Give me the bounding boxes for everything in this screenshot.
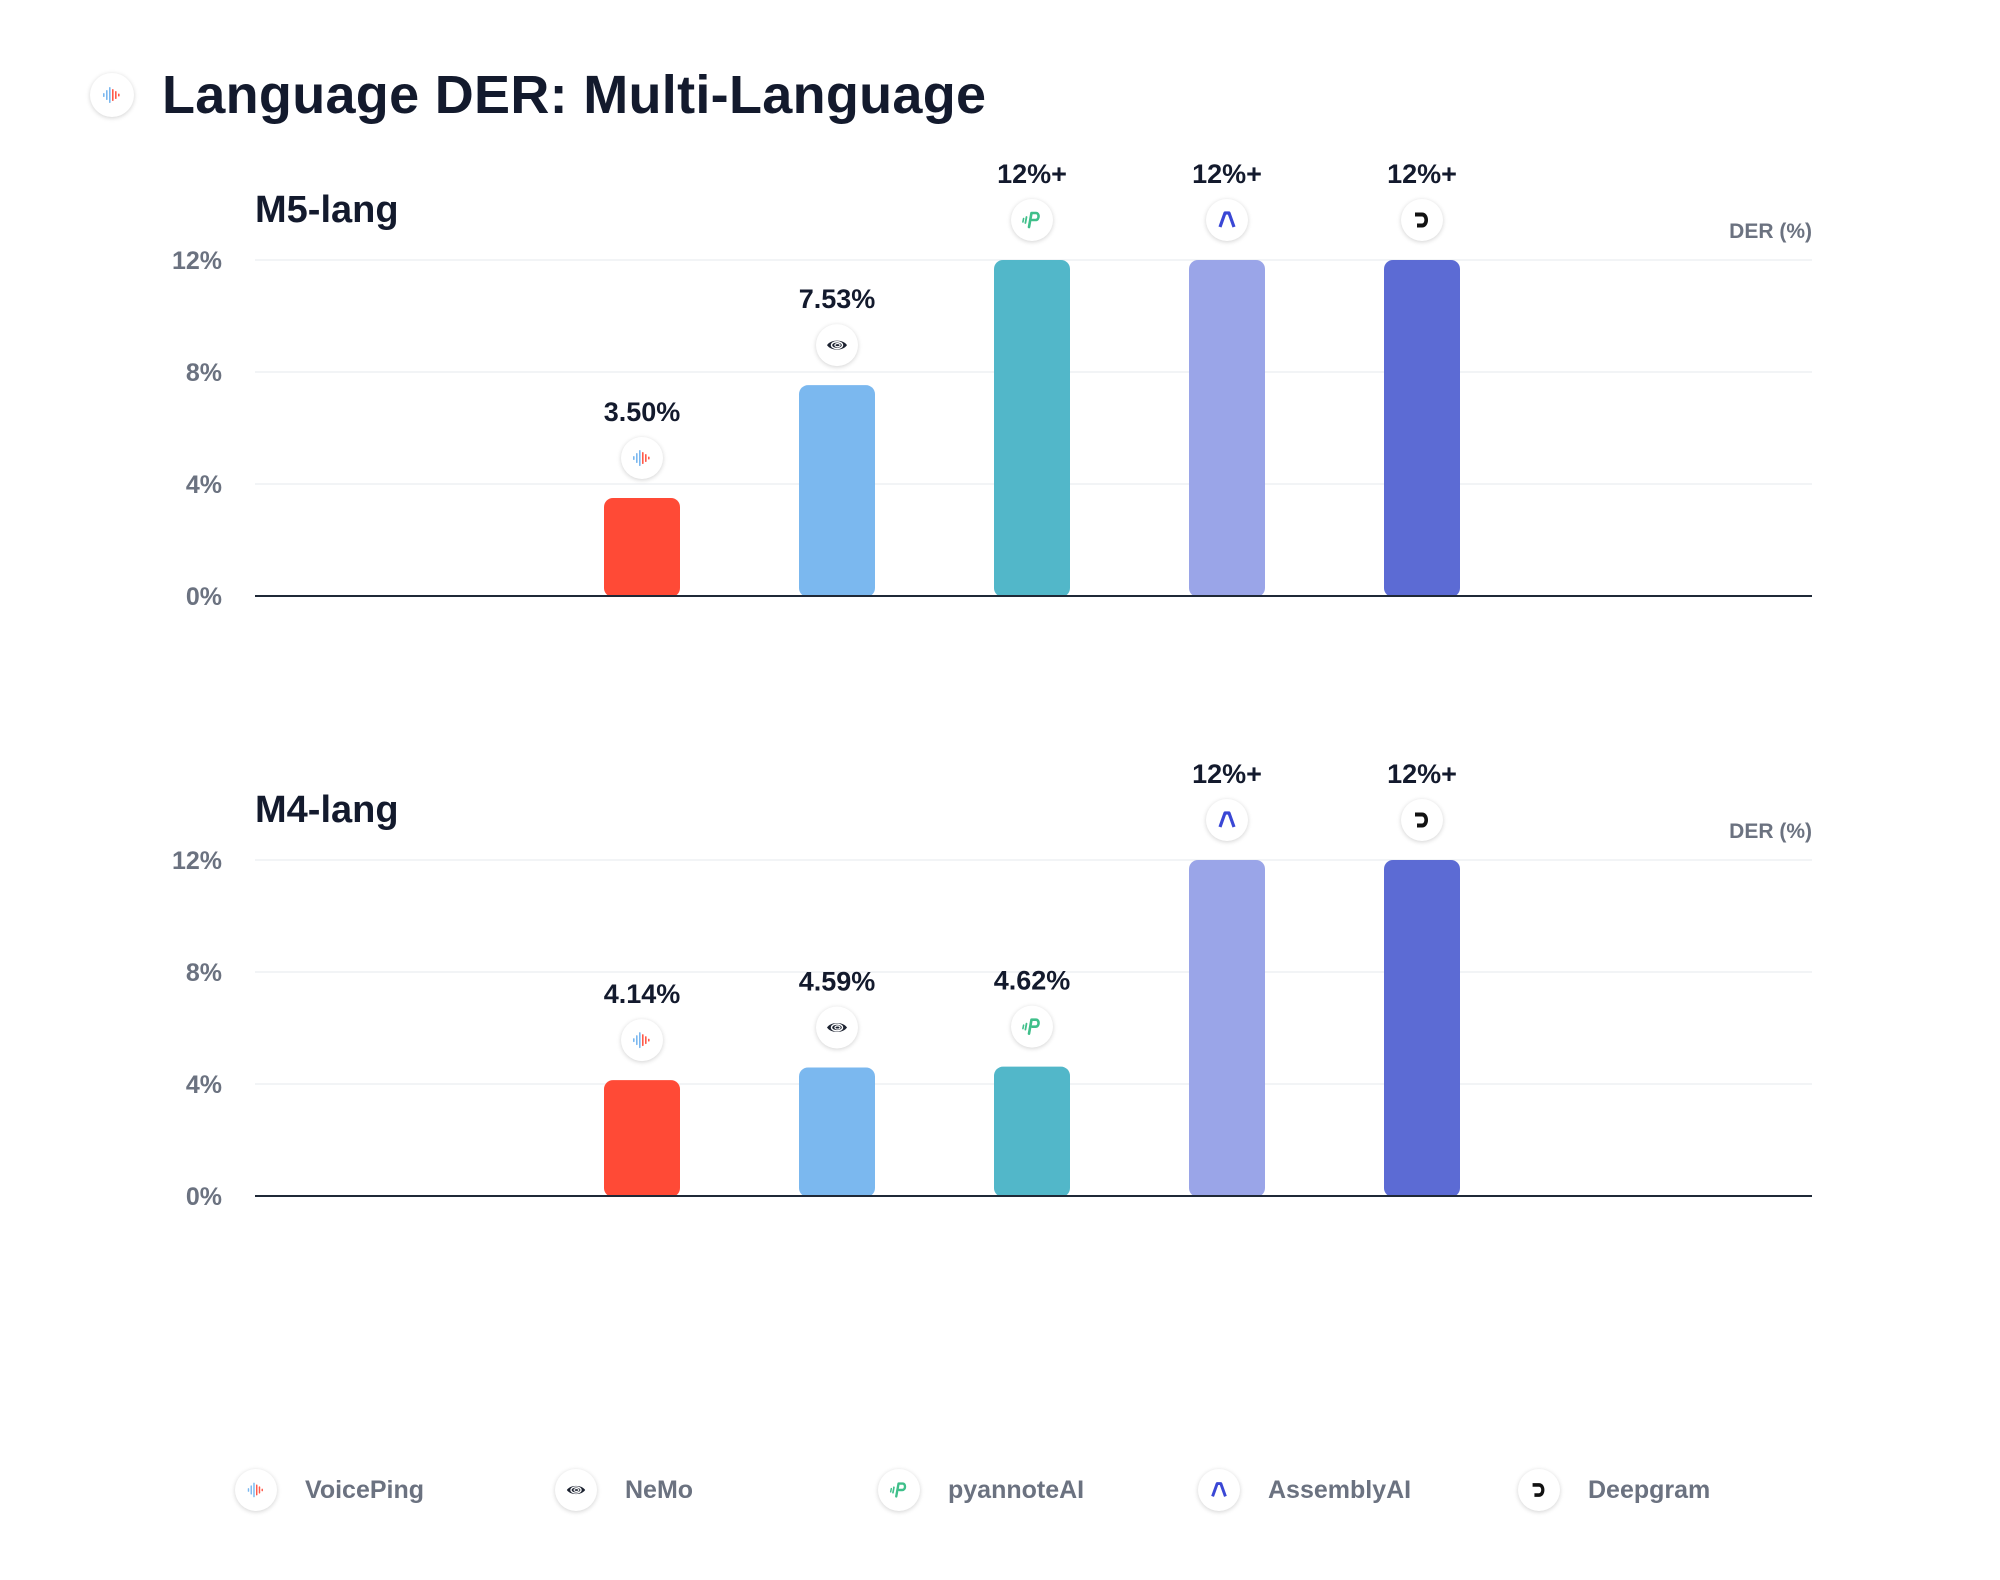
y-axis-label: DER (%) [1729, 820, 1812, 843]
voiceping-waveform-icon [235, 1469, 277, 1511]
legend-item-voiceping: VoicePing [235, 1460, 424, 1520]
voiceping-waveform-icon [90, 73, 134, 117]
voiceping-waveform-icon [621, 1019, 663, 1062]
data-label: 4.62% [994, 966, 1071, 996]
y-tick-label: 12% [172, 247, 222, 275]
legend-label: NeMo [625, 1475, 694, 1504]
assemblyai-a-icon [1206, 799, 1248, 841]
deepgram-d-icon [1401, 199, 1443, 241]
bar-voiceping [604, 498, 680, 597]
legend-item-assemblyai: AssemblyAI [1198, 1460, 1411, 1520]
legend-label: pyannoteAI [948, 1475, 1085, 1504]
legend-item-deepgram: Deepgram [1518, 1460, 1710, 1520]
data-label: 7.53% [799, 284, 876, 314]
data-label: 3.50% [604, 397, 681, 427]
legend-label: VoicePing [305, 1475, 425, 1504]
nvidia-eye-icon [555, 1469, 597, 1511]
assemblyai-a-icon [1206, 199, 1248, 241]
legend-label: Deepgram [1588, 1475, 1711, 1504]
y-tick-label: 12% [172, 847, 222, 875]
data-label: 12%+ [997, 159, 1067, 189]
deepgram-d-icon [1401, 799, 1443, 841]
bar-nemo [799, 1067, 875, 1197]
y-tick-label: 0% [186, 583, 222, 611]
bar-voiceping [604, 1080, 680, 1197]
y-tick-label: 4% [186, 471, 222, 499]
data-label: 12%+ [1387, 159, 1457, 189]
legend-label: AssemblyAI [1268, 1475, 1412, 1504]
bar-deepgram [1384, 860, 1460, 1197]
chart-title: M4-lang [255, 789, 399, 831]
pyannote-p-icon [1011, 199, 1053, 241]
bar-pyannoteai [994, 1066, 1070, 1197]
page-title: Language DER: Multi-Language [162, 65, 987, 125]
bar-deepgram [1384, 260, 1460, 597]
bar-assemblyai [1189, 260, 1265, 597]
chart-title: M5-lang [255, 189, 399, 231]
legend-item-nemo: NeMo [555, 1460, 693, 1520]
deepgram-d-icon [1518, 1469, 1560, 1511]
y-axis-label: DER (%) [1729, 220, 1812, 243]
y-tick-label: 4% [186, 1071, 222, 1099]
legend: VoicePing NeMo pyannoteAI AssemblyAI Dee… [0, 1460, 2000, 1520]
bar-pyannoteai [994, 260, 1070, 597]
pyannote-p-icon [1011, 1005, 1053, 1048]
bar-nemo [799, 385, 875, 597]
data-label: 4.59% [799, 966, 876, 996]
chart-header: Language DER: Multi-Language [90, 55, 986, 135]
nvidia-eye-icon [816, 1006, 858, 1049]
voiceping-waveform-icon [621, 437, 663, 479]
legend-item-pyannoteai: pyannoteAI [878, 1460, 1084, 1520]
nvidia-eye-icon [816, 324, 858, 367]
chart-panel-0: M5-lang DER (%) 0% 4% 8% 12% 3.50% 7.53% 12%+… [172, 159, 1812, 611]
data-label: 12%+ [1192, 759, 1262, 789]
y-tick-label: 8% [186, 959, 222, 987]
bar-assemblyai [1189, 860, 1265, 1197]
data-label: 4.14% [604, 979, 681, 1009]
chart-panel-1: M4-lang DER (%) 0% 4% 8% 12% 4.14% 4.59% 4.62… [172, 759, 1812, 1211]
pyannote-p-icon [878, 1469, 920, 1511]
data-label: 12%+ [1192, 159, 1262, 189]
y-tick-label: 0% [186, 1183, 222, 1211]
data-label: 12%+ [1387, 759, 1457, 789]
assemblyai-a-icon [1198, 1469, 1240, 1511]
y-tick-label: 8% [186, 359, 222, 387]
